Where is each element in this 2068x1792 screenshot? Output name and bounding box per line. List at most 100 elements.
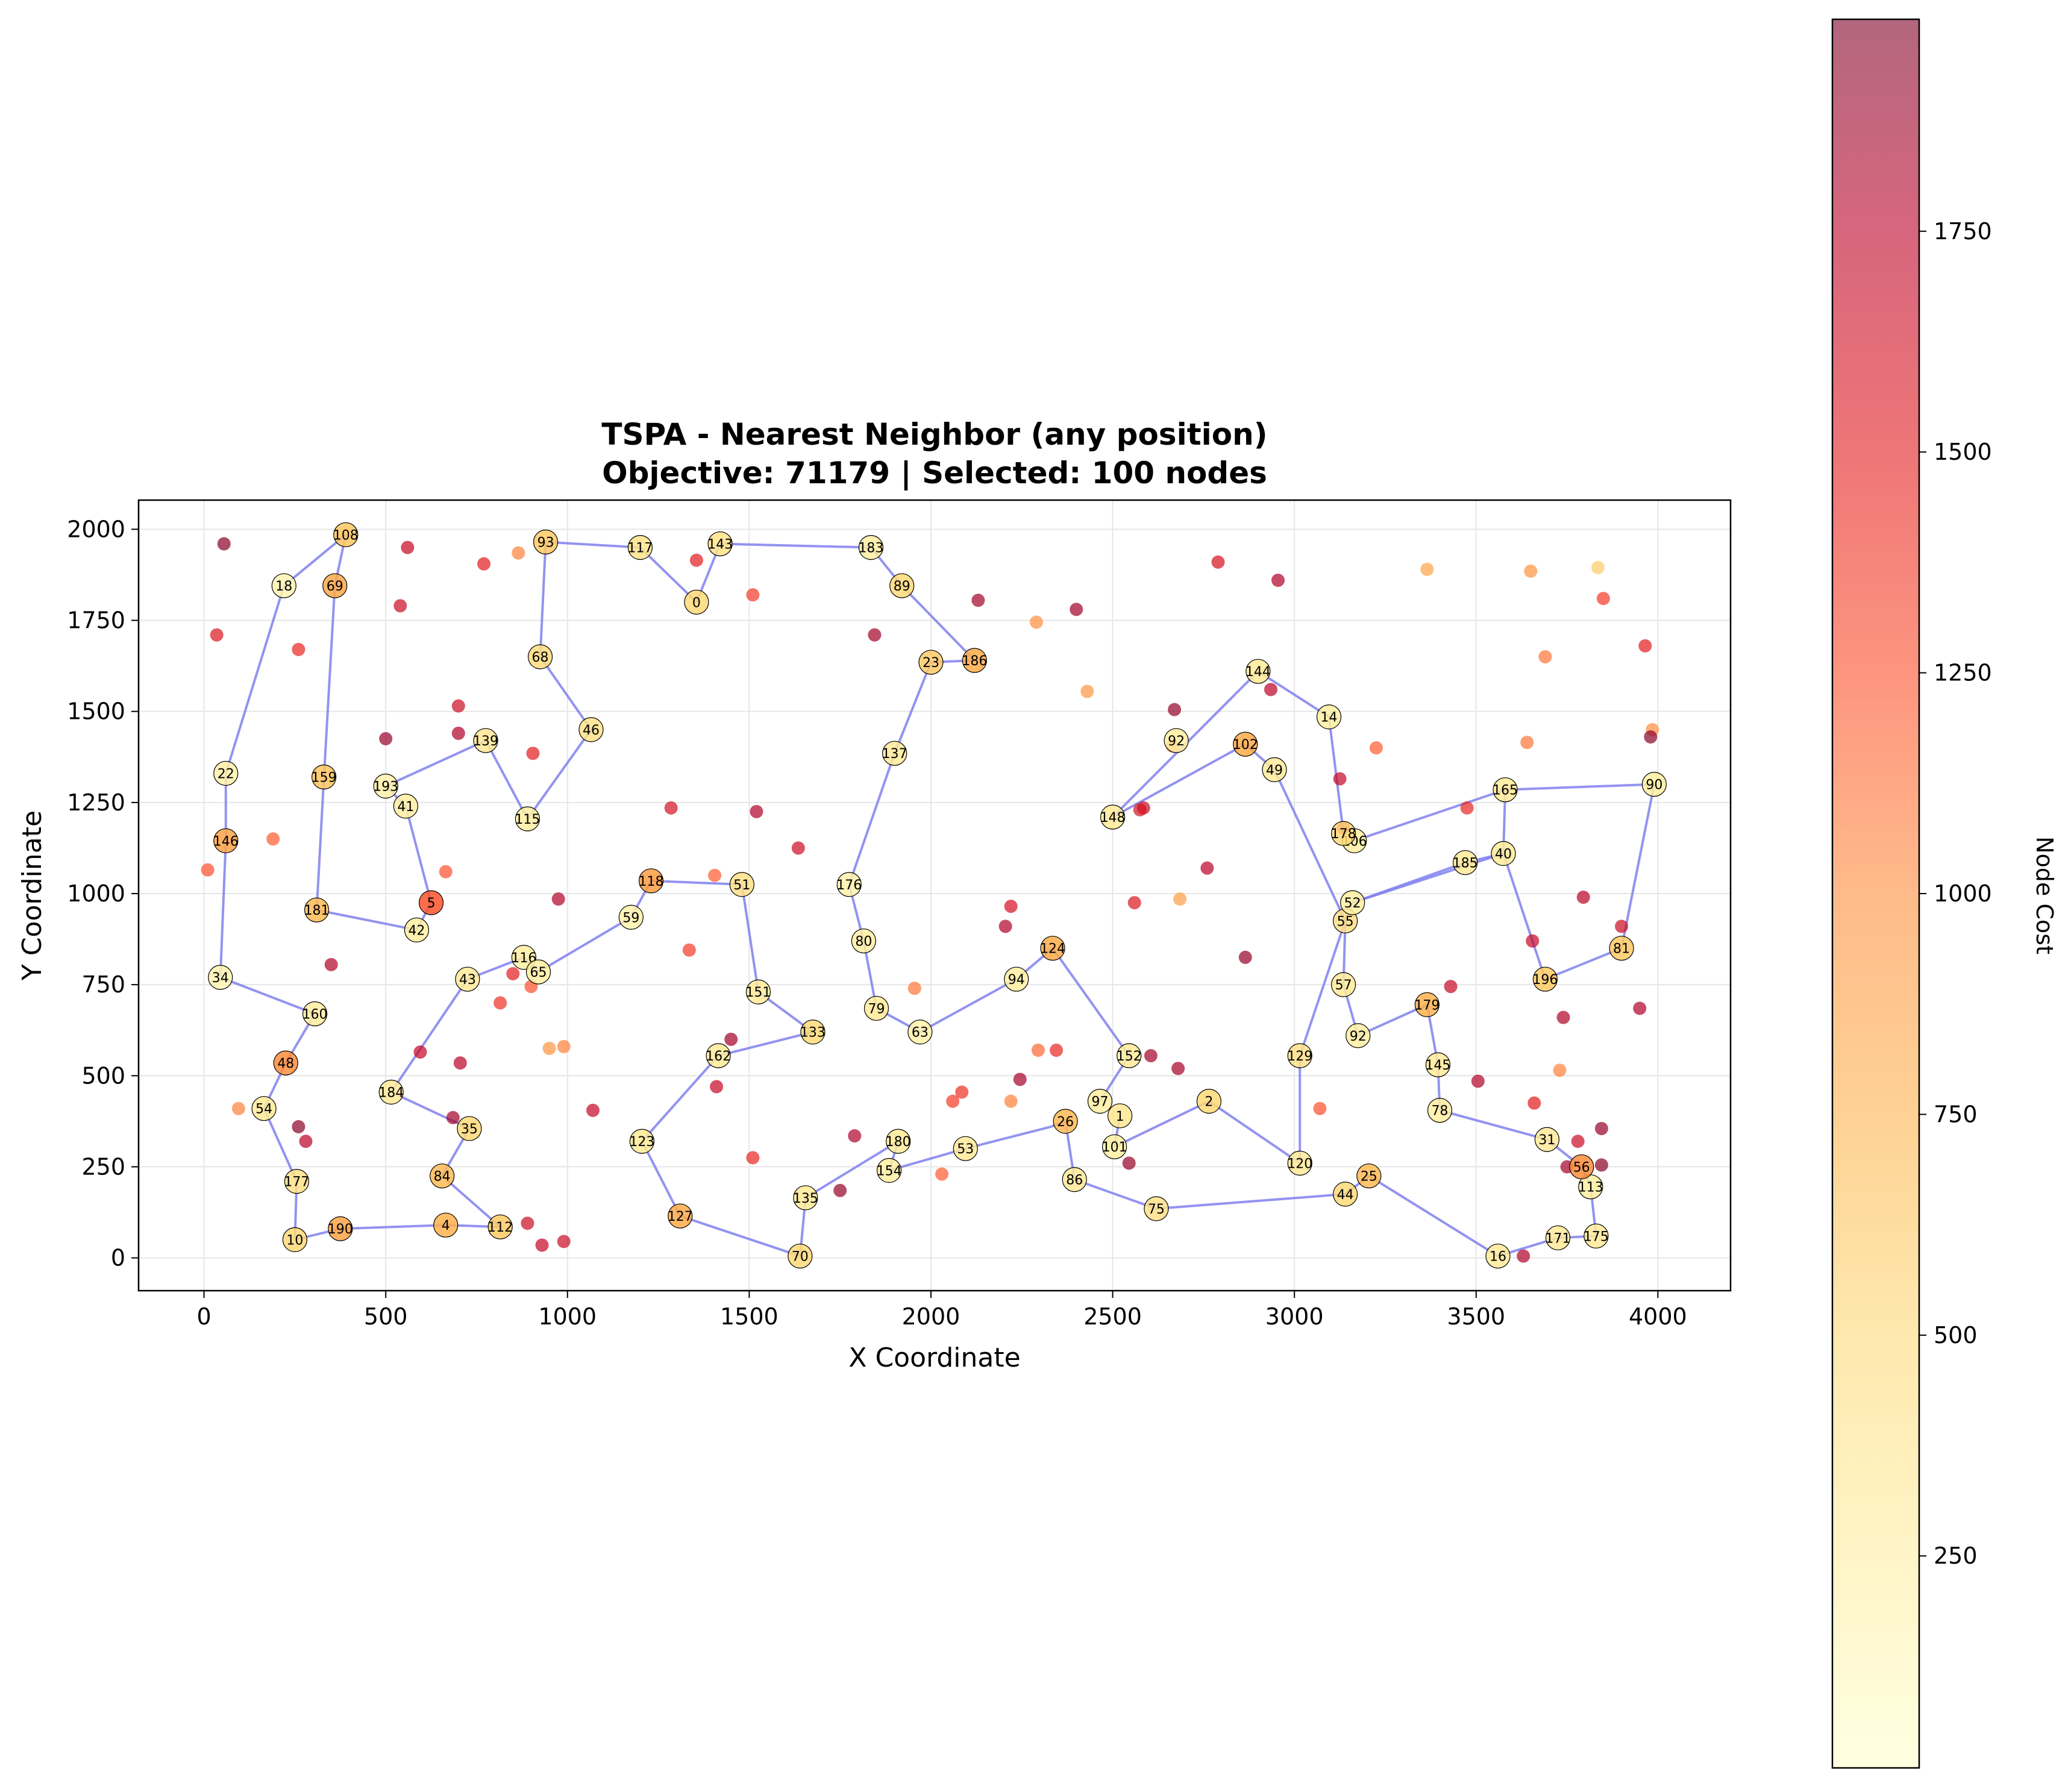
selected-node: [393, 794, 418, 819]
route-segment: [219, 976, 316, 1015]
node-id-label: 25: [1361, 1170, 1377, 1185]
selected-node: [333, 522, 359, 548]
node-id-label: 93: [537, 536, 554, 551]
unselected-node: [1526, 934, 1540, 948]
unselected-node: [1171, 1062, 1185, 1076]
route-segment: [340, 1224, 446, 1230]
unselected-node: [848, 1129, 862, 1143]
route-segment: [283, 533, 347, 587]
route-segment: [889, 1147, 966, 1172]
unselected-node: [1127, 896, 1141, 910]
node-id-label: 176: [836, 878, 862, 893]
y-tick-label: 0: [111, 1245, 125, 1271]
selected-node: [1100, 804, 1126, 830]
unselected-node: [292, 1120, 306, 1133]
selected-node: [455, 966, 480, 992]
route-lines: [219, 533, 1656, 1258]
unselected-node: [708, 868, 722, 882]
node-id-label: 59: [622, 910, 639, 926]
node-id-label: 84: [434, 1170, 451, 1185]
x-tick-label: 3000: [1265, 1303, 1324, 1330]
node-id-label: 162: [706, 1049, 731, 1064]
selected-node: [863, 995, 889, 1021]
selected-node: [627, 534, 653, 560]
y-axis-label: Y Coordinate: [17, 810, 48, 981]
colorbar-tick-label: 250: [1934, 1543, 1978, 1569]
selected-node: [1491, 841, 1516, 866]
node-id-label: 40: [1495, 847, 1512, 862]
selected-node: [273, 1050, 298, 1076]
unselected-node: [1524, 564, 1538, 578]
colorbar: [1831, 18, 1920, 1769]
selected-node: [877, 1158, 902, 1183]
y-tick-label: 1000: [67, 880, 125, 907]
node-id-label: 57: [1335, 978, 1352, 993]
node-id-label: 186: [962, 654, 987, 669]
node-id-label: 90: [1646, 778, 1662, 793]
selected-node: [473, 728, 498, 753]
selected-node: [418, 890, 444, 915]
selected-node: [1534, 1127, 1559, 1152]
selected-node: [918, 650, 944, 675]
x-tick-label: 3500: [1447, 1303, 1505, 1330]
selected-node: [638, 868, 664, 894]
selected-node: [312, 764, 337, 790]
unselected-node: [1238, 950, 1252, 964]
node-id-label: 49: [1266, 763, 1283, 778]
selected-node: [1287, 1150, 1312, 1176]
unselected-node: [1594, 1121, 1608, 1135]
selected-node: [1425, 1052, 1451, 1077]
route-segment: [441, 1175, 501, 1228]
selected-node: [271, 573, 296, 598]
unselected-node: [1133, 803, 1147, 816]
unselected-node: [379, 732, 393, 746]
node-id-label: 18: [275, 579, 292, 594]
node-id-label: 31: [1538, 1133, 1555, 1148]
route-segment: [1620, 784, 1656, 949]
unselected-node: [1615, 919, 1629, 933]
unselected-node: [1313, 1101, 1327, 1115]
route-segment: [484, 740, 529, 819]
unselected-node: [557, 1235, 571, 1248]
unselected-node: [1211, 555, 1225, 569]
node-id-label: 124: [1040, 942, 1065, 957]
unselected-node: [1369, 741, 1383, 755]
selected-node: [1584, 1223, 1609, 1248]
route-segment: [639, 547, 698, 603]
y-tick-label: 1250: [67, 789, 125, 816]
node-id-label: 65: [530, 965, 547, 980]
route-segment: [385, 739, 486, 788]
node-id-label: 56: [1573, 1160, 1590, 1175]
unselected-node: [1538, 650, 1552, 663]
node-id-label: 151: [745, 985, 771, 1000]
unselected-node: [1471, 1074, 1485, 1088]
unselected-node: [724, 1032, 738, 1046]
unselected-node: [413, 1045, 427, 1059]
plot-frame: [137, 499, 1732, 1292]
unselected-node: [971, 594, 985, 607]
unselected-node: [1528, 1096, 1541, 1110]
selected-node: [1087, 1089, 1113, 1114]
selected-node: [430, 1163, 455, 1189]
selected-node: [836, 872, 862, 897]
route-segment: [1357, 1003, 1428, 1037]
node-id-label: 181: [304, 903, 330, 918]
route-segment: [537, 916, 632, 973]
node-id-label: 42: [408, 923, 425, 938]
route-segment: [848, 753, 896, 885]
x-axis-ticks: 0 500 1000 1500 2000 2500 3000 3500 4000: [196, 1291, 1687, 1330]
selected-node: [1493, 777, 1518, 803]
selected-node: [707, 531, 733, 557]
unselected-node: [664, 801, 678, 815]
unselected-node: [1004, 1094, 1018, 1108]
node-id-label: 113: [1578, 1180, 1603, 1195]
unselected-node: [1460, 801, 1474, 815]
node-id-label: 16: [1490, 1250, 1506, 1265]
unselected-node: [1517, 1249, 1531, 1263]
selected-node: [1330, 972, 1356, 997]
node-id-label: 185: [1453, 856, 1478, 871]
route-segment: [539, 542, 547, 657]
unselected-node: [746, 1151, 760, 1165]
node-id-label: 0: [692, 595, 701, 610]
selected-node: [1262, 757, 1287, 783]
